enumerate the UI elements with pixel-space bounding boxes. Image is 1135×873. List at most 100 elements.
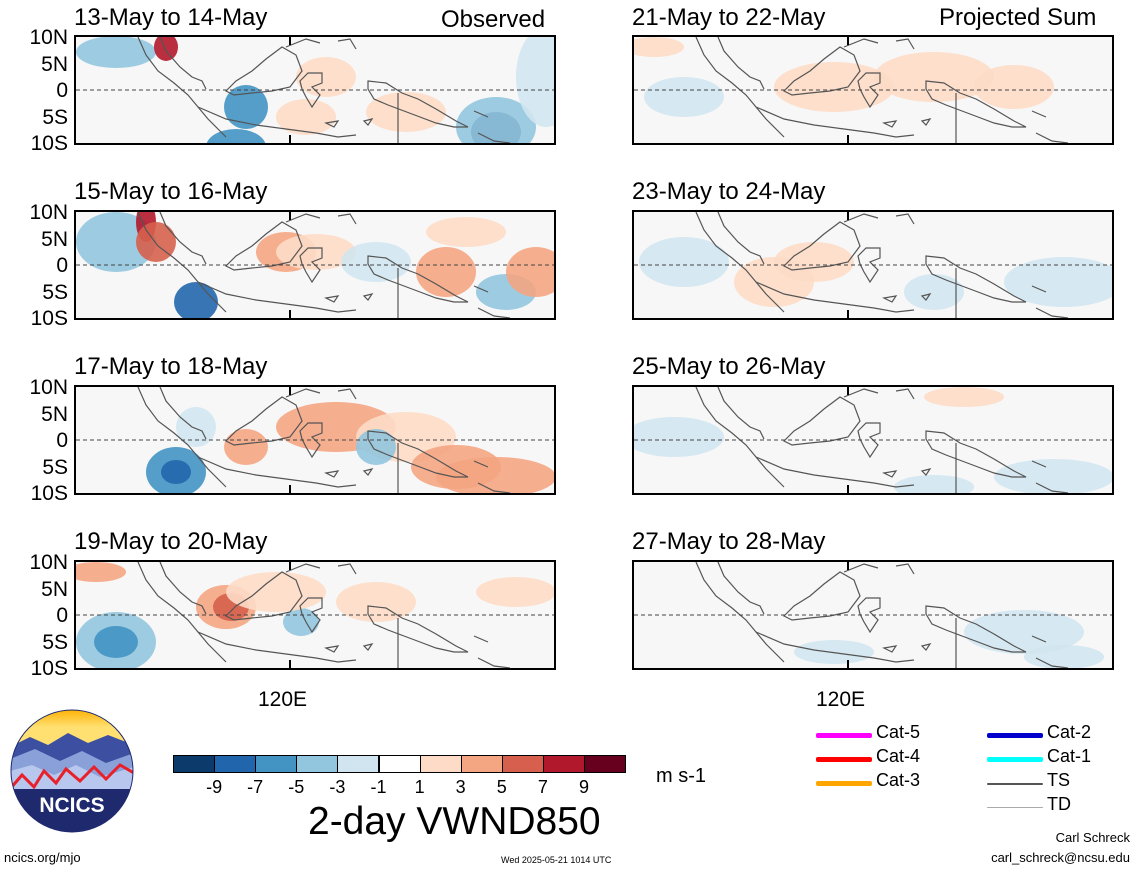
legend-swatch <box>816 757 872 762</box>
coastline <box>299 247 323 284</box>
coastline <box>337 563 357 575</box>
coastline <box>159 562 207 615</box>
anomaly-contour <box>136 222 176 262</box>
coastline <box>477 482 511 493</box>
coastline <box>1035 482 1069 493</box>
coastline <box>477 307 511 318</box>
anomaly-contour <box>994 459 1112 493</box>
anomaly-contour <box>1024 645 1104 668</box>
map-observed <box>74 210 556 320</box>
coastline <box>755 281 915 313</box>
panel-title: 19-May to 20-May <box>74 528 268 555</box>
anomaly-contour <box>436 457 554 493</box>
coastline <box>285 213 321 223</box>
legend-label: Cat-3 <box>876 770 921 790</box>
colorbar-swatch <box>460 755 503 773</box>
coastline <box>1031 110 1047 118</box>
coastline <box>857 247 881 284</box>
legend-label: Cat-4 <box>876 746 921 766</box>
coastline <box>882 295 898 303</box>
panel-title: 27-May to 28-May <box>632 528 826 555</box>
coastline <box>782 571 861 621</box>
lat-label: 0 <box>56 604 68 627</box>
coastline <box>477 132 511 143</box>
anomaly-contour <box>276 234 356 270</box>
panel-title: 17-May to 18-May <box>74 353 268 380</box>
coastline <box>895 563 915 575</box>
colorbar-swatch <box>173 755 216 773</box>
colorbar-swatch <box>296 755 339 773</box>
colorbar-tick-label: -7 <box>247 777 264 797</box>
coastline <box>882 645 898 653</box>
coastline <box>843 38 879 48</box>
coastline <box>224 396 303 446</box>
colorbar-tick-label: -3 <box>329 777 346 797</box>
coastline <box>224 46 303 96</box>
coastline <box>782 46 861 96</box>
anomaly-contour <box>964 610 1084 654</box>
coastline <box>925 430 1027 478</box>
colorbar-tick-label: 5 <box>496 777 507 797</box>
map-projected <box>632 210 1114 320</box>
colorbar-tick-label: 9 <box>578 777 589 797</box>
colorbar-tick-label: 1 <box>414 777 425 797</box>
anomaly-contour <box>336 582 416 622</box>
colorbar-tick-label: 7 <box>537 777 548 797</box>
map-observed <box>74 560 556 670</box>
coastline <box>857 422 881 459</box>
projected-sum-label: Projected Sum <box>939 4 1097 31</box>
colorbar-tick-label: -9 <box>206 777 223 797</box>
anomaly-contour <box>206 129 266 143</box>
coastline <box>695 387 785 488</box>
map-observed <box>74 35 556 145</box>
coastline <box>1035 657 1069 668</box>
author: Carl Schreck <box>1055 830 1130 845</box>
coastline <box>755 106 915 138</box>
coastline <box>717 387 765 440</box>
coastline <box>137 37 227 138</box>
anomaly-contour <box>154 37 178 61</box>
legend-label: Cat-5 <box>876 722 921 742</box>
lat-label: 0 <box>56 79 68 102</box>
author-email: carl_schreck@ncsu.edu <box>991 850 1130 865</box>
colorbar-swatch <box>214 755 257 773</box>
coastline <box>717 212 765 265</box>
coastline <box>367 80 469 128</box>
anomaly-contour <box>76 212 156 272</box>
timestamp: Wed 2025-05-21 1014 UTC <box>501 855 612 865</box>
panel-title: 15-May to 16-May <box>74 178 268 205</box>
coastline <box>473 110 489 118</box>
anomaly-contour <box>774 242 854 282</box>
lat-label: 0 <box>56 254 68 277</box>
anomaly-contour <box>644 77 724 117</box>
legend-swatch <box>816 781 872 786</box>
coastline <box>337 38 357 50</box>
anomaly-contour <box>634 417 724 457</box>
coastline <box>197 106 357 138</box>
anomaly-contour <box>974 65 1054 109</box>
coastline <box>362 468 374 476</box>
anomaly-contour <box>296 57 356 97</box>
legend-label: Cat-1 <box>1047 746 1092 766</box>
chart-title: 2-day VWND850 <box>308 800 601 843</box>
colorbar-tick-label: 3 <box>455 777 466 797</box>
panel-title: 25-May to 26-May <box>632 353 826 380</box>
coastline <box>362 118 374 126</box>
lon-label: 120E <box>816 688 866 711</box>
coastline <box>895 213 915 225</box>
colorbar-tick-label: -5 <box>288 777 305 797</box>
coastline <box>473 460 489 468</box>
anomaly-contour <box>224 429 268 465</box>
anomaly-contour <box>634 37 684 57</box>
colorbar-swatch <box>501 755 544 773</box>
coastline <box>920 293 932 301</box>
coastline <box>843 388 879 398</box>
coastline <box>367 255 469 303</box>
coastline <box>324 645 340 653</box>
coastline <box>367 605 469 653</box>
anomaly-contour <box>226 572 326 612</box>
coastline <box>362 293 374 301</box>
colorbar-swatch <box>419 755 462 773</box>
lat-label: 5N <box>41 52 68 76</box>
legend-swatch <box>987 783 1043 785</box>
